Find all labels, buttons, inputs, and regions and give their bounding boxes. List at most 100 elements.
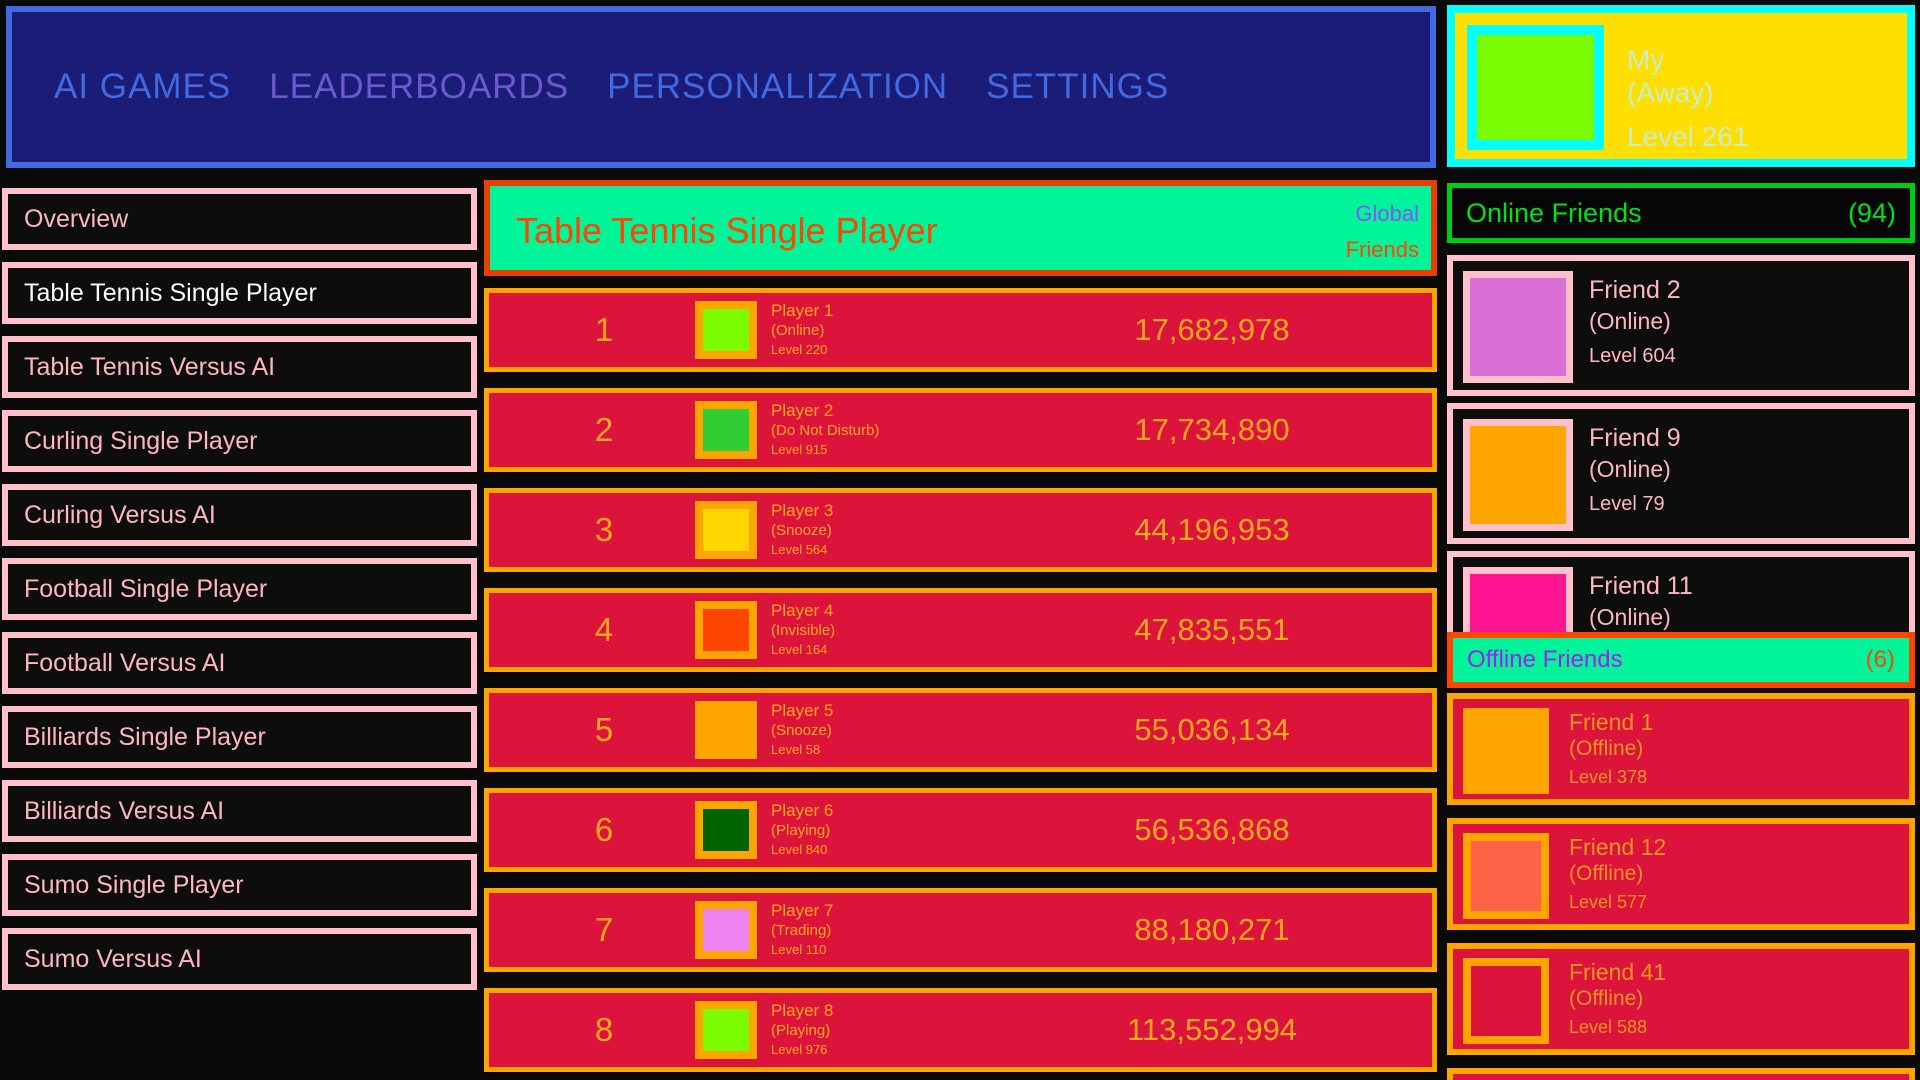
player-info: Player 3 (Snooze) Level 564 xyxy=(771,500,833,558)
player-status: (Snooze) xyxy=(771,722,832,739)
sidebar-item-table-tennis-versus-ai[interactable]: Table Tennis Versus AI xyxy=(2,336,477,398)
sidebar-item-overview[interactable]: Overview xyxy=(2,188,477,250)
player-avatar xyxy=(695,301,757,359)
player-score: 113,552,994 xyxy=(1126,1012,1298,1047)
player-status: (Trading) xyxy=(771,922,832,939)
nav-item-settings[interactable]: SETTINGS xyxy=(986,67,1170,106)
leaderboard-row[interactable]: 2 Player 2 (Do Not Disturb) Level 915 17… xyxy=(484,388,1437,472)
player-name: Player 8 xyxy=(771,1001,834,1020)
my-profile-text: My (Away) Level 261 xyxy=(1627,43,1748,153)
sidebar-item-football-versus-ai[interactable]: Football Versus AI xyxy=(2,632,477,694)
offline-friends-header: Offline Friends (6) xyxy=(1447,632,1915,688)
player-info: Player 4 (Invisible) Level 164 xyxy=(771,600,835,658)
leaderboard-row[interactable]: 5 Player 5 (Snooze) Level 58 55,036,134 xyxy=(484,688,1437,772)
leaderboard-row[interactable]: 1 Player 1 (Online) Level 220 17,682,978 xyxy=(484,288,1437,372)
tab-global[interactable]: Global xyxy=(1355,201,1419,226)
offline-friend-card-partial[interactable] xyxy=(1447,1068,1915,1080)
friend-name: Friend 11 xyxy=(1589,572,1693,600)
leaderboard-row[interactable]: 4 Player 4 (Invisible) Level 164 47,835,… xyxy=(484,588,1437,672)
sidebar-item-sumo-single-player[interactable]: Sumo Single Player xyxy=(2,854,477,916)
online-friend-card[interactable]: Friend 2 (Online) Level 604 xyxy=(1447,255,1915,396)
leaderboard-row[interactable]: 3 Player 3 (Snooze) Level 564 44,196,953 xyxy=(484,488,1437,572)
player-status: (Playing) xyxy=(771,1022,831,1039)
leaderboard-tabs: Global Friends xyxy=(1346,196,1419,268)
friend-level: Level 604 xyxy=(1589,345,1676,367)
player-score: 56,536,868 xyxy=(1134,812,1290,847)
nav-item-leaderboards[interactable]: LEADERBOARDS xyxy=(269,67,570,106)
player-status: (Invisible) xyxy=(771,622,836,639)
rank-label: 6 xyxy=(594,811,614,848)
player-name: Player 2 xyxy=(771,401,834,420)
player-info: Player 2 (Do Not Disturb) Level 915 xyxy=(771,400,879,458)
online-friends-title: Online Friends xyxy=(1466,197,1642,228)
player-name: Player 7 xyxy=(771,901,834,920)
player-avatar xyxy=(695,701,757,759)
player-info: Player 5 (Snooze) Level 58 xyxy=(771,700,833,758)
player-avatar xyxy=(695,801,757,859)
my-profile-status: (Away) xyxy=(1627,77,1714,108)
player-avatar xyxy=(695,601,757,659)
rank-label: 5 xyxy=(594,711,614,748)
tab-friends[interactable]: Friends xyxy=(1345,237,1419,262)
friend-level: Level 378 xyxy=(1569,767,1648,787)
friend-name: Friend 2 xyxy=(1589,276,1681,304)
friend-avatar xyxy=(1463,958,1549,1044)
player-level: Level 840 xyxy=(771,842,828,857)
offline-friend-card[interactable]: Friend 41 (Offline) Level 588 xyxy=(1447,943,1915,1055)
player-info: Player 6 (Playing) Level 840 xyxy=(771,800,833,858)
sidebar-item-football-single-player[interactable]: Football Single Player xyxy=(2,558,477,620)
friend-status: (Online) xyxy=(1589,308,1671,334)
leaderboard-title: Table Tennis Single Player xyxy=(516,210,938,251)
offline-friends-title: Offline Friends xyxy=(1467,646,1623,673)
sidebar-item-billiards-single-player[interactable]: Billiards Single Player xyxy=(2,706,477,768)
online-friends-header: Online Friends (94) xyxy=(1447,183,1915,243)
sidebar-item-sumo-versus-ai[interactable]: Sumo Versus AI xyxy=(2,928,477,990)
offline-friend-card[interactable]: Friend 12 (Offline) Level 577 xyxy=(1447,818,1915,930)
sidebar-item-curling-single-player[interactable]: Curling Single Player xyxy=(2,410,477,472)
friend-info: Friend 11 (Online) xyxy=(1589,571,1693,634)
player-level: Level 976 xyxy=(771,1042,828,1057)
friend-avatar xyxy=(1463,419,1573,531)
rank-label: 3 xyxy=(594,511,614,548)
rank-label: 4 xyxy=(594,611,614,648)
friend-info: Friend 1 (Offline) Level 378 xyxy=(1569,708,1653,789)
player-level: Level 110 xyxy=(771,942,827,957)
leaderboard-row[interactable]: 6 Player 6 (Playing) Level 840 56,536,86… xyxy=(484,788,1437,872)
sidebar-item-curling-versus-ai[interactable]: Curling Versus AI xyxy=(2,484,477,546)
rank-label: 2 xyxy=(594,411,614,448)
friend-info: Friend 2 (Online) Level 604 xyxy=(1589,275,1681,369)
my-avatar xyxy=(1467,25,1604,150)
online-friend-card[interactable]: Friend 11 (Online) xyxy=(1447,551,1915,640)
player-avatar xyxy=(695,1001,757,1059)
online-friends-count: (94) xyxy=(1847,197,1896,228)
friend-name: Friend 12 xyxy=(1569,834,1667,860)
sidebar-item-table-tennis-single-player[interactable]: Table Tennis Single Player xyxy=(2,262,477,324)
friend-status: (Offline) xyxy=(1569,737,1644,760)
leaderboard-row[interactable]: 7 Player 7 (Trading) Level 110 88,180,27… xyxy=(484,888,1437,972)
nav-item-ai-games[interactable]: AI GAMES xyxy=(54,67,232,106)
my-profile-card[interactable]: My (Away) Level 261 xyxy=(1447,5,1915,167)
player-score: 17,734,890 xyxy=(1134,412,1290,447)
player-level: Level 58 xyxy=(771,742,821,757)
player-status: (Online) xyxy=(771,322,825,339)
player-level: Level 915 xyxy=(771,442,828,457)
friend-status: (Online) xyxy=(1589,456,1671,482)
nav-item-personalization[interactable]: PERSONALIZATION xyxy=(607,67,949,106)
player-level: Level 164 xyxy=(771,642,828,657)
friend-status: (Offline) xyxy=(1569,862,1644,885)
friend-level: Level 577 xyxy=(1569,892,1648,912)
player-name: Player 4 xyxy=(771,601,834,620)
player-status: (Playing) xyxy=(771,822,831,839)
offline-friend-card[interactable]: Friend 1 (Offline) Level 378 xyxy=(1447,693,1915,805)
player-level: Level 564 xyxy=(771,542,828,557)
player-info: Player 8 (Playing) Level 976 xyxy=(771,1000,833,1058)
leaderboard-row[interactable]: 8 Player 8 (Playing) Level 976 113,552,9… xyxy=(484,988,1437,1072)
online-friend-card[interactable]: Friend 9 (Online) Level 79 xyxy=(1447,403,1915,544)
player-name: Player 5 xyxy=(771,701,834,720)
player-score: 44,196,953 xyxy=(1134,512,1290,547)
friend-level: Level 79 xyxy=(1589,493,1665,515)
player-name: Player 6 xyxy=(771,801,834,820)
player-status: (Do Not Disturb) xyxy=(771,422,880,439)
friend-name: Friend 1 xyxy=(1569,709,1654,735)
sidebar-item-billiards-versus-ai[interactable]: Billiards Versus AI xyxy=(2,780,477,842)
